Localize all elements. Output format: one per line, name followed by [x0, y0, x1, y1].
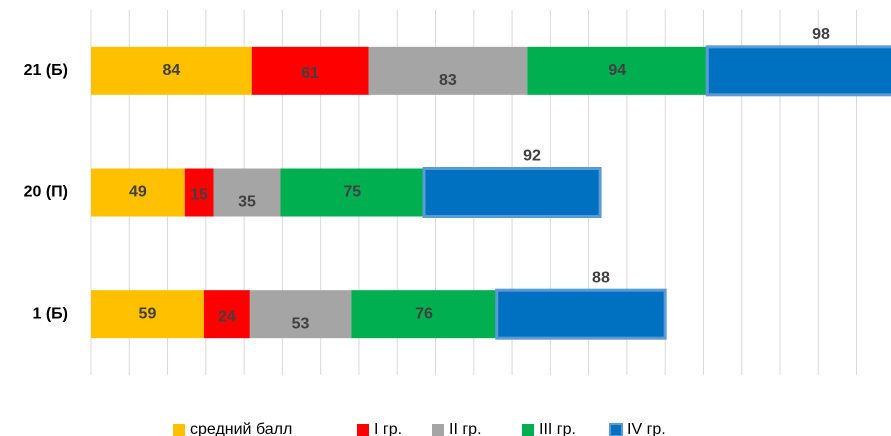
- data-label: 35: [238, 194, 256, 211]
- category-label: 21 (Б): [24, 62, 68, 79]
- data-label: 94: [608, 62, 626, 79]
- bar-segment: [705, 45, 891, 97]
- bar-segment: [351, 290, 497, 339]
- legend-swatch: [173, 424, 185, 436]
- legend-label: II гр.: [449, 421, 482, 436]
- category-label: 1 (Б): [33, 305, 69, 322]
- data-label: 24: [218, 308, 236, 325]
- bar-segment: [251, 46, 369, 95]
- legend-label: III гр.: [539, 421, 576, 436]
- legend-swatch: [357, 424, 369, 436]
- data-label: 84: [162, 62, 180, 79]
- data-label: 53: [292, 315, 310, 332]
- data-label: 83: [439, 72, 457, 89]
- data-label: 88: [592, 269, 610, 286]
- bar-segment: [203, 290, 250, 339]
- bar-segment: [91, 290, 204, 339]
- bar-segment: [184, 168, 214, 217]
- bar-segment: [91, 46, 252, 95]
- bar-segment: [280, 168, 425, 217]
- data-label: 75: [343, 184, 361, 201]
- legend-label: IV гр.: [627, 421, 666, 436]
- data-label: 76: [415, 305, 433, 322]
- legend-swatch: [522, 424, 534, 436]
- bar-segment: [213, 168, 281, 217]
- bar-segment: [495, 288, 667, 340]
- data-label: 59: [139, 305, 157, 322]
- legend-label: средний балл: [190, 421, 292, 436]
- data-label: 49: [129, 184, 147, 201]
- category-label: 20 (П): [24, 184, 68, 201]
- data-label: 92: [523, 148, 541, 165]
- data-label: 15: [190, 187, 208, 204]
- bar-segment: [249, 290, 352, 339]
- legend-label: I гр.: [374, 421, 402, 436]
- bar-segment: [91, 168, 185, 217]
- bar-segment: [368, 46, 528, 95]
- legend-swatch: [432, 424, 444, 436]
- legend-swatch: [609, 423, 623, 436]
- data-label: 98: [812, 26, 830, 43]
- bar-segment: [422, 167, 602, 218]
- data-label: 61: [301, 65, 319, 82]
- bar-segment: [527, 46, 708, 95]
